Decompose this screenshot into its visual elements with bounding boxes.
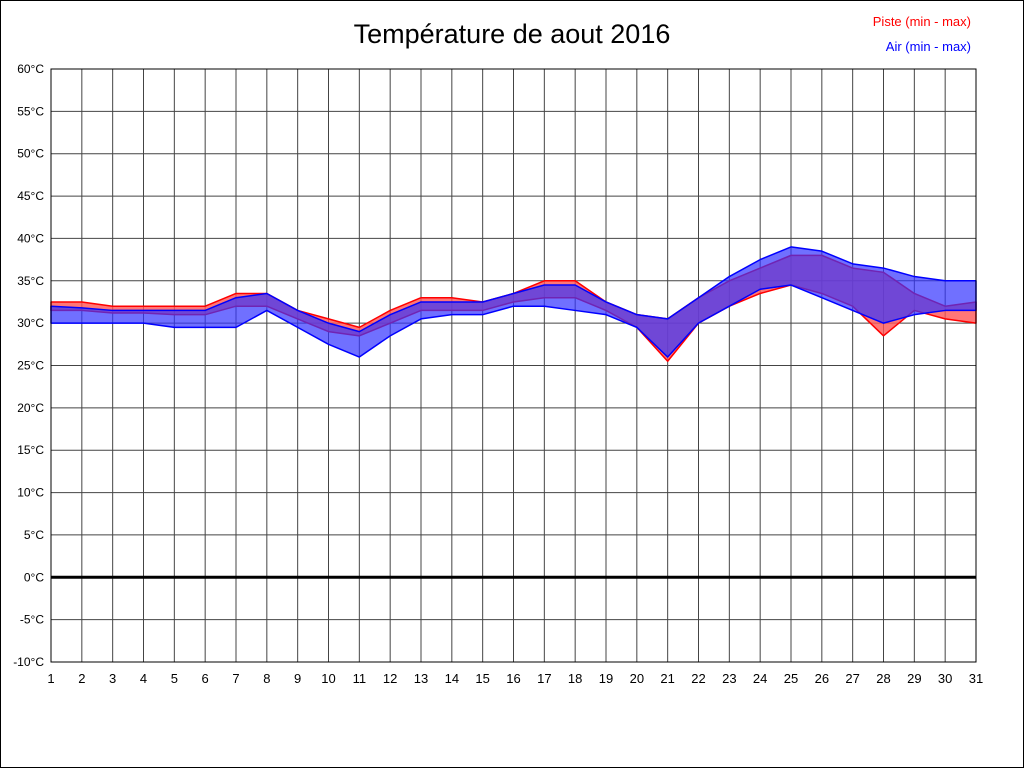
x-axis-tick-label: 3 bbox=[109, 671, 116, 686]
x-axis-tick-label: 18 bbox=[568, 671, 582, 686]
x-axis-tick-label: 28 bbox=[876, 671, 890, 686]
y-axis-tick-label: 35°C bbox=[17, 274, 44, 288]
plot-frame bbox=[50, 68, 977, 663]
x-axis-tick-label: 8 bbox=[263, 671, 270, 686]
y-axis-tick-label: 5°C bbox=[24, 528, 44, 542]
x-axis-tick-label: 24 bbox=[753, 671, 767, 686]
y-axis-tick-label: 15°C bbox=[17, 443, 44, 457]
legend-item-piste: Piste (min - max) bbox=[872, 14, 971, 29]
x-axis-tick-label: 31 bbox=[969, 671, 983, 686]
x-axis-tick-label: 7 bbox=[232, 671, 239, 686]
x-axis-tick-label: 9 bbox=[294, 671, 301, 686]
x-axis-tick-label: 16 bbox=[506, 671, 520, 686]
y-axis-tick-label: 40°C bbox=[17, 231, 44, 245]
x-axis-tick-label: 11 bbox=[353, 671, 367, 686]
x-axis-tick-label: 22 bbox=[691, 671, 705, 686]
page-title: Température de aout 2016 bbox=[353, 19, 671, 49]
x-axis-tick-label: 17 bbox=[537, 671, 551, 686]
y-axis-tick-label: 10°C bbox=[17, 486, 44, 500]
y-axis-tick-label: 45°C bbox=[17, 189, 44, 203]
x-axis-tick-label: 2 bbox=[78, 671, 85, 686]
legend: Piste (min - max) Air (min - max) bbox=[873, 9, 971, 59]
x-axis-tick-label: 19 bbox=[599, 671, 613, 686]
x-axis-tick-label: 25 bbox=[784, 671, 798, 686]
x-axis-tick-label: 21 bbox=[660, 671, 674, 686]
legend-item-air: Air (min - max) bbox=[885, 39, 971, 54]
x-axis-tick-label: 5 bbox=[171, 671, 178, 686]
x-axis-tick-label: 4 bbox=[140, 671, 147, 686]
x-axis-tick-label: 29 bbox=[907, 671, 921, 686]
y-axis-tick-label: 25°C bbox=[17, 359, 44, 373]
y-axis-tick-label: 55°C bbox=[17, 104, 44, 118]
y-axis-tick-label: 30°C bbox=[17, 316, 44, 330]
x-axis-tick-label: 1 bbox=[47, 671, 54, 686]
x-axis-tick-label: 23 bbox=[722, 671, 736, 686]
x-axis-tick-label: 6 bbox=[202, 671, 209, 686]
x-axis-tick-label: 15 bbox=[475, 671, 489, 686]
y-axis-tick-label: 50°C bbox=[17, 147, 44, 161]
x-axis-tick-label: 12 bbox=[383, 671, 397, 686]
x-axis-tick-label: 10 bbox=[321, 671, 335, 686]
x-axis-tick-label: 14 bbox=[445, 671, 459, 686]
x-axis-tick-label: 27 bbox=[845, 671, 859, 686]
y-axis-tick-label: 0°C bbox=[24, 570, 44, 584]
x-axis-tick-label: 20 bbox=[630, 671, 644, 686]
x-axis-tick-label: 13 bbox=[414, 671, 428, 686]
x-axis-tick-label: 30 bbox=[938, 671, 952, 686]
x-axis-tick-label: 26 bbox=[815, 671, 829, 686]
y-axis-tick-label: -10°C bbox=[13, 655, 44, 669]
y-axis-tick-label: 60°C bbox=[17, 62, 44, 76]
y-axis-tick-label: 20°C bbox=[17, 401, 44, 415]
y-axis-tick-label: -5°C bbox=[20, 613, 44, 627]
